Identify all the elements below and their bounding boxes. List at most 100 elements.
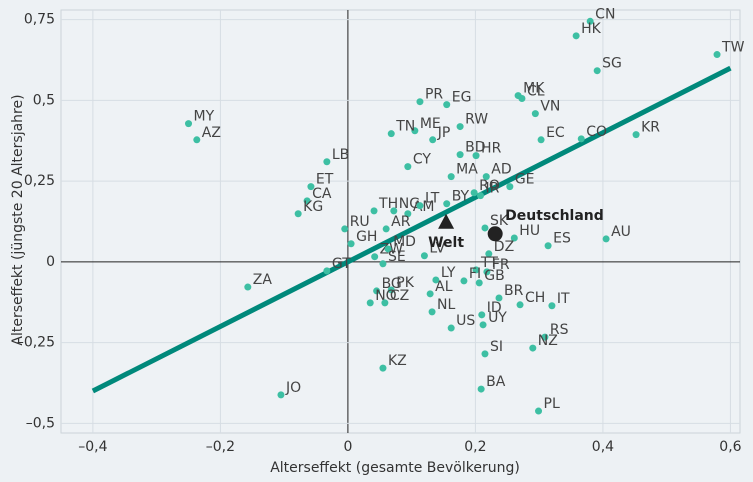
point-label: NG (399, 196, 420, 212)
point (544, 242, 552, 250)
point-label: HU (519, 223, 540, 239)
point-label: GH (356, 229, 377, 245)
point (535, 407, 543, 415)
point (456, 151, 464, 159)
point (529, 344, 537, 352)
point (443, 101, 451, 109)
point (602, 235, 610, 243)
point-label: LB (332, 147, 349, 163)
point (548, 302, 556, 310)
y-tick-label: 0,5 (33, 92, 55, 108)
y-tick-label: 0,25 (24, 173, 55, 189)
point-label: MK (523, 81, 545, 97)
point (341, 225, 349, 233)
point (481, 350, 489, 358)
point-label: EC (546, 125, 565, 141)
point-label: JO (285, 380, 301, 396)
y-tick-label: –0,5 (26, 415, 55, 431)
point-label: PL (544, 396, 560, 412)
point-label: HR (481, 141, 502, 157)
point-label: TW (721, 40, 745, 56)
point-label: GT (332, 256, 351, 272)
point (572, 32, 580, 40)
point (460, 277, 468, 285)
point-label: SK (490, 213, 509, 229)
point-label: KG (303, 199, 323, 215)
point-label: GE (515, 172, 535, 188)
plot-area (60, 9, 741, 434)
point-label: US (456, 313, 475, 329)
point-label: AD (491, 162, 511, 178)
highlight-marker (438, 213, 455, 229)
point (371, 253, 379, 261)
point (586, 17, 594, 25)
point (447, 173, 455, 181)
point-label: CO (586, 124, 607, 140)
point-label: AR (391, 214, 411, 230)
point-label: CZ (390, 288, 409, 304)
point (193, 136, 201, 144)
point-label: MD (393, 234, 416, 250)
point-label: BD (465, 140, 485, 156)
point-label: FI (469, 266, 481, 282)
point-label: SI (490, 339, 503, 355)
point (485, 250, 493, 258)
point-label: ME (420, 116, 441, 132)
point (478, 311, 486, 319)
point (510, 234, 518, 242)
point (577, 135, 585, 143)
point (390, 207, 398, 215)
x-tick-label: 0 (343, 439, 352, 455)
point (404, 210, 412, 218)
point-label: CY (413, 152, 432, 168)
point (537, 136, 545, 144)
point-label: LT (425, 191, 440, 207)
point (277, 391, 285, 399)
point (477, 385, 485, 393)
point (472, 152, 480, 160)
point-label: LY (441, 265, 456, 281)
y-tick-label: 0 (46, 254, 55, 270)
point (447, 324, 455, 332)
point (244, 283, 252, 291)
point-label: TH (378, 196, 398, 212)
highlight-label: Deutschland (505, 208, 604, 224)
point-label: UY (488, 310, 507, 326)
point-label: HK (581, 21, 602, 37)
point (482, 173, 490, 181)
point-label: ID (487, 300, 502, 316)
point (477, 192, 485, 200)
point (384, 245, 392, 253)
point (373, 287, 381, 295)
point-label: PK (396, 275, 414, 291)
point-label: ZA (253, 272, 273, 288)
point-label: GB (484, 268, 504, 284)
point (323, 267, 331, 275)
point (475, 279, 483, 287)
point-label: AU (611, 224, 631, 240)
point-label: NO (375, 288, 397, 304)
point (506, 183, 514, 191)
x-tick-label: 0,4 (592, 439, 614, 455)
point (428, 308, 436, 316)
point-label: BA (486, 374, 506, 390)
point (481, 224, 489, 232)
point-label: JP (437, 125, 451, 141)
point (479, 321, 487, 329)
point (443, 200, 451, 208)
point-label: AL (435, 279, 453, 295)
point (456, 123, 464, 131)
point-label: DZ (494, 239, 514, 255)
point (370, 207, 378, 215)
point (379, 260, 387, 268)
y-tick-label: –0,25 (17, 335, 55, 351)
point-label: PR (425, 87, 443, 103)
trend-line (91, 65, 732, 394)
point (429, 136, 437, 144)
point (185, 120, 193, 128)
y-axis-label: Alterseffekt (jüngste 20 Altersjahre) (10, 94, 26, 345)
point (381, 299, 389, 307)
point-label: KZ (388, 353, 407, 369)
point (495, 294, 503, 302)
point (303, 197, 311, 205)
